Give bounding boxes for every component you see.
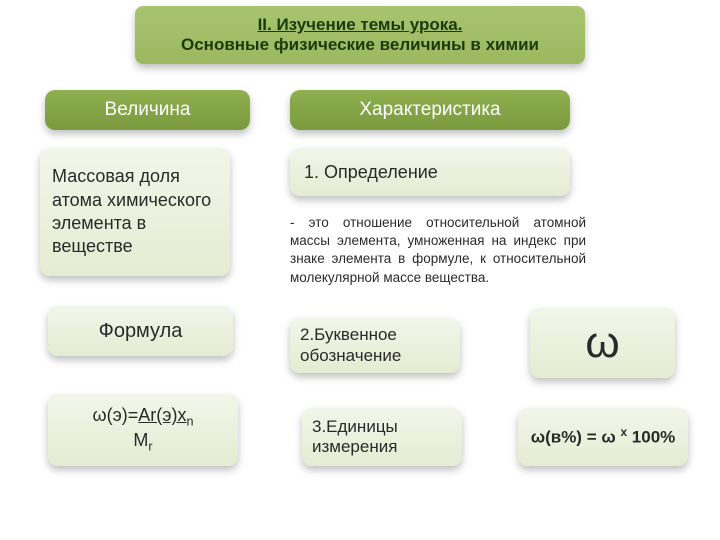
omega-symbol: ω xyxy=(585,318,619,368)
letter-designation-box: 2.Буквенное обозначение xyxy=(290,318,460,373)
formula-label-box: Формула xyxy=(48,306,233,356)
mass-fraction-box: Массовая доля атома химического элемента… xyxy=(40,148,230,276)
units-label-box: 3.Единицы измерения xyxy=(302,408,462,466)
omega-symbol-box: ω xyxy=(530,308,675,378)
title-line-1: II. Изучение темы урока. xyxy=(258,15,463,35)
column-header-quantity-label: Величина xyxy=(105,99,191,121)
percent-formula-box: ω(в%) = ω х 100% xyxy=(518,408,688,466)
letter-designation-text: 2.Буквенное обозначение xyxy=(300,325,460,366)
mass-fraction-text: Массовая доля атома химического элемента… xyxy=(52,165,218,259)
title-line-2: Основные физические величины в химии xyxy=(181,35,539,55)
lesson-title-banner: II. Изучение темы урока. Основные физиче… xyxy=(135,6,585,64)
formula-expression-box: ω(э)=Ar(э)хn Mr xyxy=(48,394,238,466)
formula-label-text: Формула xyxy=(99,320,183,343)
definition-label-box: 1. Определение xyxy=(290,148,570,196)
column-header-quantity: Величина xyxy=(45,90,250,130)
column-header-characteristic: Характеристика xyxy=(290,90,570,130)
formula-denominator: Mr xyxy=(133,430,152,455)
definition-label-text: 1. Определение xyxy=(304,162,438,183)
units-label-text: 3.Единицы измерения xyxy=(312,417,462,458)
percent-formula-text: ω(в%) = ω х 100% xyxy=(531,425,676,448)
formula-numerator: ω(э)=Ar(э)хn xyxy=(93,405,194,430)
definition-body-text: - это отношение относительной атомной ма… xyxy=(290,214,586,287)
column-header-characteristic-label: Характеристика xyxy=(359,99,500,121)
